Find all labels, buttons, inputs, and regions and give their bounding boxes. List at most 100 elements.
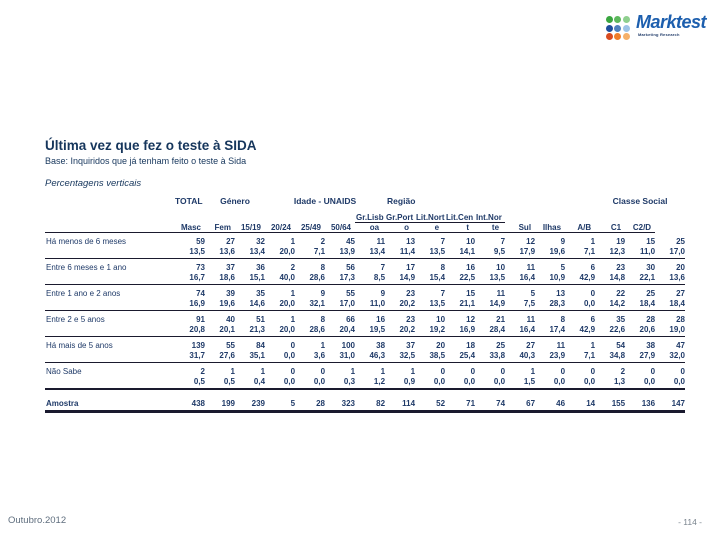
- data-table: TOTAL Género Idade - UNAIDS Região Classe So…: [45, 192, 685, 413]
- page-title: Última vez que fez o teste à SIDA: [45, 138, 257, 153]
- percent-cell: 0,0: [553, 377, 566, 386]
- percent-cell: 14,6: [249, 299, 266, 308]
- count-cell: 35: [235, 284, 266, 298]
- percent-cell: 0,0: [283, 377, 296, 386]
- count-cell: 10: [466, 237, 476, 246]
- count-cell: 2: [175, 362, 205, 376]
- table-row-percent: 31,7 27,6 35,1 0,0 3,6 31,0 46,3 32,5 38,5 25,4 33…: [45, 350, 685, 363]
- count-cell: 0: [625, 362, 656, 376]
- column-group-header: TOTAL: [175, 196, 203, 206]
- count-cell: 2: [595, 362, 626, 376]
- count-cell: 39: [205, 284, 235, 298]
- percent-cell: 20,0: [279, 247, 296, 256]
- sample-row: Amostra 438 199 239 5 28 323 82 114 52 71 74 67 46 14 1…: [45, 388, 685, 413]
- percent-cell: 0,4: [253, 377, 266, 386]
- count-cell: 11: [505, 258, 536, 272]
- count-cell: 55: [205, 336, 235, 350]
- sample-row-label: Amostra: [45, 388, 175, 413]
- count-cell: 73: [175, 258, 205, 272]
- count-cell: 1: [290, 237, 296, 246]
- percent-cell: 0,0: [673, 377, 685, 386]
- sample-cell: 82: [355, 388, 386, 413]
- column-header-label: A/B: [577, 223, 592, 232]
- count-cell: 0: [565, 284, 596, 298]
- sample-cell: 74: [475, 388, 506, 413]
- count-cell: 84: [235, 336, 266, 350]
- table-row-percent: 20,8 20,1 21,3 20,0 28,6 20,4 19,5 20,2 19,2 16,9…: [45, 324, 685, 337]
- row-label: Entre 6 meses e 1 ano: [45, 258, 175, 272]
- corner-cell: [45, 192, 175, 206]
- count-cell: 20: [655, 258, 685, 272]
- sample-cell: 323: [325, 388, 356, 413]
- column-header-line2: e: [434, 223, 440, 232]
- percent-cell: 11,0: [369, 299, 386, 308]
- count-cell: 45: [346, 237, 356, 246]
- sample-cell: 155: [595, 388, 626, 413]
- logo-dot-icon: [622, 24, 630, 32]
- count-cell: 1: [265, 284, 296, 298]
- percent-cell: 23,9: [549, 351, 566, 360]
- percent-cell: 20,1: [219, 325, 235, 334]
- percent-cell: 0,9: [403, 377, 416, 386]
- count-cell: 91: [175, 310, 205, 324]
- count-cell: 17: [385, 258, 416, 272]
- row-label-empty: [45, 298, 175, 311]
- logo-brand: Marktest: [635, 12, 707, 32]
- percent-cell: 16,4: [519, 325, 536, 334]
- percent-cell: 17,4: [549, 325, 566, 334]
- percent-cell: 40,3: [519, 351, 536, 360]
- percent-cell: 20,8: [189, 325, 205, 334]
- count-cell: 0: [295, 362, 326, 376]
- column-header: 15/19: [235, 206, 266, 233]
- count-cell: 1: [235, 362, 266, 376]
- row-label: Há menos de 6 meses: [46, 237, 127, 246]
- count-cell: 12: [445, 310, 476, 324]
- sample-cell: 114: [385, 388, 416, 413]
- count-cell: 32: [256, 237, 266, 246]
- count-cell: 1: [505, 362, 536, 376]
- sample-cell: 136: [625, 388, 656, 413]
- percent-cell: 16,7: [189, 273, 205, 282]
- row-label: Não Sabe: [45, 362, 175, 376]
- table-row-percent: 13,5 13,6 13,4 20,0 7,1 13,9 13,4 11,4 13,5 14,1 9…: [45, 246, 685, 259]
- percent-cell: 46,3: [369, 351, 386, 360]
- sample-cell: 71: [445, 388, 476, 413]
- column-header: A/B: [565, 206, 596, 233]
- count-cell: 25: [676, 237, 685, 246]
- count-cell: 1: [295, 336, 326, 350]
- percent-cell: 15,1: [249, 273, 266, 282]
- percent-cell: 11,4: [399, 247, 416, 256]
- column-header-label: C1: [610, 223, 622, 232]
- table-row: Entre 2 e 5 anos 91 40 51 1 8 66 16 23 10 12 21 11 8 6…: [45, 310, 685, 324]
- count-cell: 5: [535, 258, 566, 272]
- count-cell: 1: [590, 237, 596, 246]
- percent-cell: 17,0: [339, 299, 356, 308]
- logo-dot-icon: [605, 16, 613, 23]
- column-header-line2: oa: [369, 223, 380, 232]
- sample-cell: 438: [175, 388, 205, 413]
- percent-cell: 18,4: [669, 299, 685, 308]
- percent-cell: 14,9: [399, 273, 416, 282]
- column-header-label: Sul: [518, 223, 532, 232]
- percent-cell: 9,5: [493, 247, 506, 256]
- count-cell: 23: [385, 310, 416, 324]
- count-cell: 66: [325, 310, 356, 324]
- count-cell: 13: [406, 237, 416, 246]
- count-cell: 7: [500, 237, 506, 246]
- percent-cell: 0,0: [643, 377, 656, 386]
- table-row: Há menos de 6 meses 59 27 32 1 2 45 11 13 7 10 7 12 9…: [45, 233, 685, 246]
- percent-cell: 8,5: [373, 273, 386, 282]
- count-cell: 8: [415, 258, 446, 272]
- percent-cell: 0,0: [283, 351, 296, 360]
- percent-cell: 27,9: [639, 351, 656, 360]
- count-cell: 0: [445, 362, 476, 376]
- count-cell: 56: [325, 258, 356, 272]
- percent-cell: 14,9: [489, 299, 506, 308]
- table-row-percent: 16,9 19,6 14,6 20,0 32,1 17,0 11,0 20,2 13,5 21,1…: [45, 298, 685, 311]
- percent-cell: 1,5: [523, 377, 536, 386]
- percent-cell: 10,9: [549, 273, 566, 282]
- percent-cell: 14,8: [609, 273, 626, 282]
- count-cell: 5: [505, 284, 536, 298]
- column-group-header: Classe Social: [612, 196, 668, 206]
- percent-cell: 32,0: [669, 351, 685, 360]
